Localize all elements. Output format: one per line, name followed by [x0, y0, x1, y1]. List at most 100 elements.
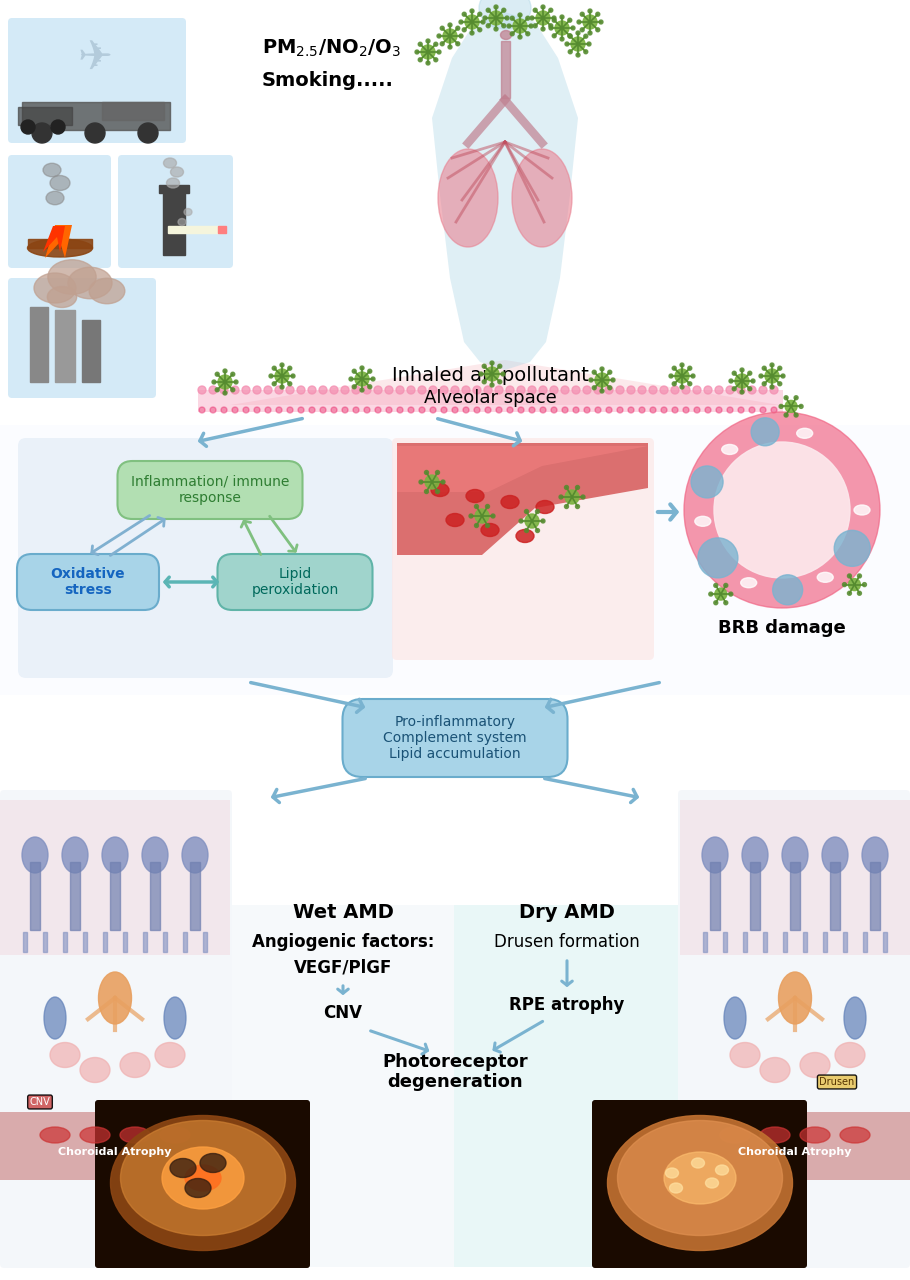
- Circle shape: [649, 387, 657, 394]
- Text: Inhaled air pollutant: Inhaled air pollutant: [391, 366, 589, 384]
- Circle shape: [672, 381, 676, 385]
- Circle shape: [784, 413, 788, 417]
- Text: CNV: CNV: [323, 1004, 362, 1021]
- Circle shape: [638, 387, 646, 394]
- Ellipse shape: [22, 837, 48, 873]
- Circle shape: [565, 42, 569, 46]
- Circle shape: [715, 387, 723, 394]
- Ellipse shape: [120, 1126, 150, 1143]
- Circle shape: [32, 123, 52, 143]
- Circle shape: [704, 387, 712, 394]
- Circle shape: [216, 372, 219, 376]
- Circle shape: [834, 530, 870, 566]
- Circle shape: [568, 35, 572, 38]
- Circle shape: [716, 407, 722, 413]
- Circle shape: [713, 584, 718, 588]
- Circle shape: [287, 407, 293, 413]
- Circle shape: [536, 12, 550, 26]
- Bar: [883, 932, 887, 952]
- FancyBboxPatch shape: [17, 554, 159, 611]
- Circle shape: [419, 42, 422, 46]
- Circle shape: [291, 374, 295, 378]
- Circle shape: [541, 27, 545, 31]
- Circle shape: [639, 407, 645, 413]
- Circle shape: [419, 58, 422, 61]
- Circle shape: [448, 45, 452, 49]
- Circle shape: [272, 381, 277, 385]
- Circle shape: [530, 17, 534, 20]
- Ellipse shape: [80, 1126, 110, 1143]
- Text: Smoking.....: Smoking.....: [262, 70, 394, 90]
- Circle shape: [368, 385, 372, 389]
- Circle shape: [759, 387, 767, 394]
- Circle shape: [456, 26, 460, 31]
- Circle shape: [518, 13, 522, 17]
- Polygon shape: [432, 12, 578, 370]
- Ellipse shape: [178, 219, 186, 225]
- Text: Choroidal Atrophy: Choroidal Atrophy: [738, 1147, 852, 1157]
- Circle shape: [243, 407, 249, 413]
- Circle shape: [397, 407, 403, 413]
- Circle shape: [784, 396, 788, 399]
- Circle shape: [474, 504, 479, 508]
- Ellipse shape: [720, 1126, 750, 1143]
- Circle shape: [748, 387, 756, 394]
- Circle shape: [748, 387, 752, 390]
- Circle shape: [735, 374, 749, 388]
- Ellipse shape: [840, 1126, 870, 1143]
- Ellipse shape: [479, 0, 531, 29]
- Ellipse shape: [862, 837, 888, 873]
- Circle shape: [494, 27, 498, 31]
- Bar: [70, 861, 80, 931]
- Circle shape: [253, 387, 261, 394]
- Circle shape: [360, 388, 364, 392]
- Circle shape: [517, 387, 525, 394]
- Circle shape: [441, 480, 445, 484]
- Ellipse shape: [501, 495, 519, 508]
- Circle shape: [498, 365, 501, 369]
- FancyBboxPatch shape: [8, 18, 186, 143]
- Ellipse shape: [185, 1179, 211, 1198]
- Ellipse shape: [170, 1158, 196, 1178]
- Bar: [190, 861, 200, 931]
- Circle shape: [684, 412, 880, 608]
- Circle shape: [751, 379, 755, 383]
- Circle shape: [470, 31, 474, 35]
- Circle shape: [425, 475, 439, 489]
- Circle shape: [331, 407, 337, 413]
- Circle shape: [661, 407, 667, 413]
- Circle shape: [799, 404, 804, 408]
- FancyBboxPatch shape: [8, 155, 111, 268]
- Circle shape: [857, 591, 862, 595]
- Circle shape: [352, 369, 356, 374]
- Circle shape: [779, 404, 784, 408]
- Bar: [28, 239, 92, 248]
- Circle shape: [550, 387, 558, 394]
- Ellipse shape: [778, 972, 812, 1024]
- Bar: [203, 932, 207, 952]
- Polygon shape: [397, 443, 648, 556]
- Circle shape: [729, 379, 733, 383]
- Circle shape: [341, 387, 349, 394]
- Circle shape: [505, 17, 509, 20]
- Circle shape: [540, 407, 546, 413]
- Circle shape: [363, 387, 371, 394]
- Circle shape: [671, 387, 679, 394]
- Circle shape: [470, 9, 474, 13]
- Circle shape: [280, 385, 284, 389]
- Circle shape: [481, 20, 485, 24]
- Ellipse shape: [50, 175, 70, 191]
- Circle shape: [759, 374, 763, 378]
- Circle shape: [765, 369, 779, 383]
- Circle shape: [441, 407, 447, 413]
- FancyBboxPatch shape: [8, 278, 156, 398]
- Circle shape: [234, 380, 238, 384]
- Circle shape: [254, 407, 260, 413]
- Text: Inflammation/ immune
response: Inflammation/ immune response: [131, 475, 289, 506]
- Circle shape: [611, 378, 615, 381]
- Circle shape: [680, 364, 684, 367]
- Circle shape: [729, 593, 733, 596]
- Ellipse shape: [162, 1147, 244, 1210]
- Ellipse shape: [431, 484, 449, 497]
- Bar: [703, 932, 707, 952]
